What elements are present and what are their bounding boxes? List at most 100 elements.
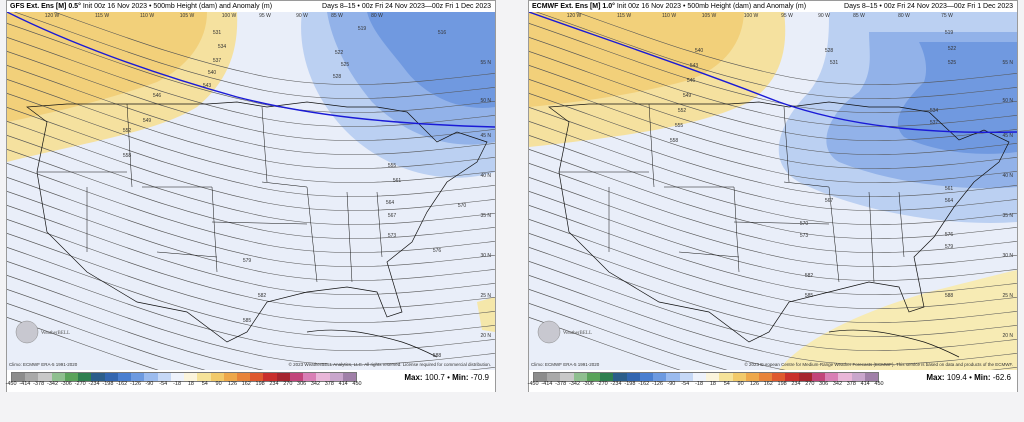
contour-value-label: 531 xyxy=(830,60,839,66)
us-coastline xyxy=(26,101,488,343)
colorbar-swatch xyxy=(236,373,251,381)
state-border xyxy=(898,191,905,258)
max-value: 100.7 xyxy=(424,373,445,382)
latitude-label: 40 N xyxy=(1002,173,1013,179)
anomaly-shading xyxy=(7,12,495,332)
legend-row: -450 -414 -378 -342 -306 -270 -234 -198 -162 -126… xyxy=(5,370,495,392)
colorbar-swatch xyxy=(811,373,826,381)
contour-value-label: 522 xyxy=(948,46,957,52)
height-contour xyxy=(529,289,1017,370)
contour-value-label: 576 xyxy=(433,248,442,254)
latitude-label: 35 N xyxy=(1002,213,1013,219)
state-border xyxy=(783,181,830,188)
colorbar-tick-label: 450 xyxy=(352,381,362,387)
colorbar-tick-label: -414 xyxy=(541,381,553,387)
credit-note: © 2023 WeatherBELL Analytics, LLC. All r… xyxy=(288,362,491,367)
colorbar-swatch xyxy=(157,373,171,381)
height-contour xyxy=(7,219,495,309)
colorbar-swatch xyxy=(131,373,145,381)
height-contour xyxy=(7,149,495,239)
colorbar-swatch xyxy=(329,373,343,381)
min-value: -62.6 xyxy=(992,373,1011,382)
height-contour xyxy=(7,205,495,295)
trough-axis-line xyxy=(529,12,1017,134)
gfs-map-panel: GFS Ext. Ens [M] 0.5° Init 00z 16 Nov 20… xyxy=(5,0,496,392)
contour-value-label: 537 xyxy=(930,120,939,126)
colorbar-tick-label: 90 xyxy=(737,381,744,387)
height-contour xyxy=(13,12,495,99)
colorbar-swatch xyxy=(653,373,667,381)
colorbar-ticks: -450 -414 -378 -342 -306 -270 -234 -198 -162 -126… xyxy=(5,381,361,390)
colorbar-tick-label: -90 xyxy=(667,381,676,387)
height-contour xyxy=(53,12,495,85)
contour-value-label: 528 xyxy=(825,48,834,54)
latitude-label: 25 N xyxy=(480,293,491,299)
longitude-label: 110 W xyxy=(662,13,676,19)
contour-value-label: 525 xyxy=(948,60,957,66)
legend-row: -450 -414 -378 -342 -306 -270 -234 -198 -162 -126… xyxy=(527,370,1017,392)
colorbar-tick-label: 234 xyxy=(269,381,279,387)
contour-value-label: 564 xyxy=(945,198,954,204)
latitude-label: 45 N xyxy=(1002,133,1013,139)
height-contour xyxy=(529,275,1017,365)
height-contour xyxy=(7,191,495,281)
contour-value-label: 579 xyxy=(945,244,954,250)
latitude-label: 50 N xyxy=(1002,98,1013,104)
height-contour xyxy=(7,121,495,211)
height-contour xyxy=(7,37,495,127)
colorbar-swatch xyxy=(772,373,786,381)
anomaly-region xyxy=(897,42,1017,154)
state-border xyxy=(376,191,383,258)
colorbar-tick-label: 54 xyxy=(201,381,208,387)
colorbar-swatch xyxy=(534,373,548,381)
colorbar-swatch xyxy=(613,373,627,381)
climo-note: Climo: ECMWF ERA-5 1991-2020 xyxy=(531,362,600,367)
longitude-label: 100 W xyxy=(744,13,759,19)
init-info: Init 00z 16 Nov 2023 • 500mb Height (dam… xyxy=(614,3,807,10)
max-label: Max: xyxy=(404,373,423,382)
height-contour xyxy=(7,289,495,370)
colorbar-swatch xyxy=(666,373,680,381)
anomaly-colorbar xyxy=(11,372,357,382)
colorbar-swatch xyxy=(78,373,92,381)
contour-value-label: 570 xyxy=(458,203,467,209)
height-contour xyxy=(529,65,1017,155)
colorbar-tick-label: -378 xyxy=(33,381,45,387)
state-border xyxy=(733,186,740,273)
longitude-label: 90 W xyxy=(818,13,830,19)
latitude-label: 45 N xyxy=(480,133,491,139)
colorbar-tick-label: 270 xyxy=(805,381,815,387)
height-anomaly-map[interactable]: 120 W 115 W 110 W 105 W 100 W 95 W 90 W 85 W 80 … xyxy=(7,12,495,370)
height-contour xyxy=(529,233,1017,323)
height-contour xyxy=(529,247,1017,337)
colorbar-swatch xyxy=(91,373,105,381)
height-contour xyxy=(529,121,1017,211)
height-anomaly-map[interactable]: 120 W 115 W 110 W 105 W 100 W 95 W 90 W 85 W 80 … xyxy=(529,12,1017,370)
colorbar-tick-label: -306 xyxy=(582,381,594,387)
colorbar-tick-label: -198 xyxy=(102,381,114,387)
height-contour xyxy=(529,191,1017,281)
colorbar-tick-label: 270 xyxy=(283,381,293,387)
height-contour xyxy=(529,93,1017,183)
contour-value-label: 561 xyxy=(393,178,402,184)
colorbar-swatch xyxy=(289,373,304,381)
height-contour xyxy=(529,177,1017,267)
contour-value-label: 519 xyxy=(945,30,954,36)
colorbar-tick-label: 378 xyxy=(324,381,334,387)
colorbar-tick-label: -342 xyxy=(47,381,59,387)
weatherbell-logo: WeatherBELL xyxy=(537,320,592,344)
colorbar-tick-label: -90 xyxy=(145,381,154,387)
height-contour xyxy=(7,107,495,197)
colorbar-tick-label: -126 xyxy=(652,381,664,387)
contour-value-label: 588 xyxy=(433,353,442,359)
height-contours xyxy=(529,12,1017,370)
longitude-label: 105 W xyxy=(702,13,717,19)
panel-title: GFS Ext. Ens [M] 0.5° Init 00z 16 Nov 20… xyxy=(7,1,495,12)
credit-note: © 2023 European Centre for Medium-Range … xyxy=(744,362,1013,367)
anomaly-region xyxy=(779,270,1017,370)
height-contour xyxy=(529,135,1017,225)
longitude-label: 85 W xyxy=(853,13,865,19)
trough-axis-line xyxy=(7,12,495,128)
max-min-readout: Max: 100.7 • Min: -70.9 xyxy=(404,373,489,382)
height-contour xyxy=(7,23,495,113)
